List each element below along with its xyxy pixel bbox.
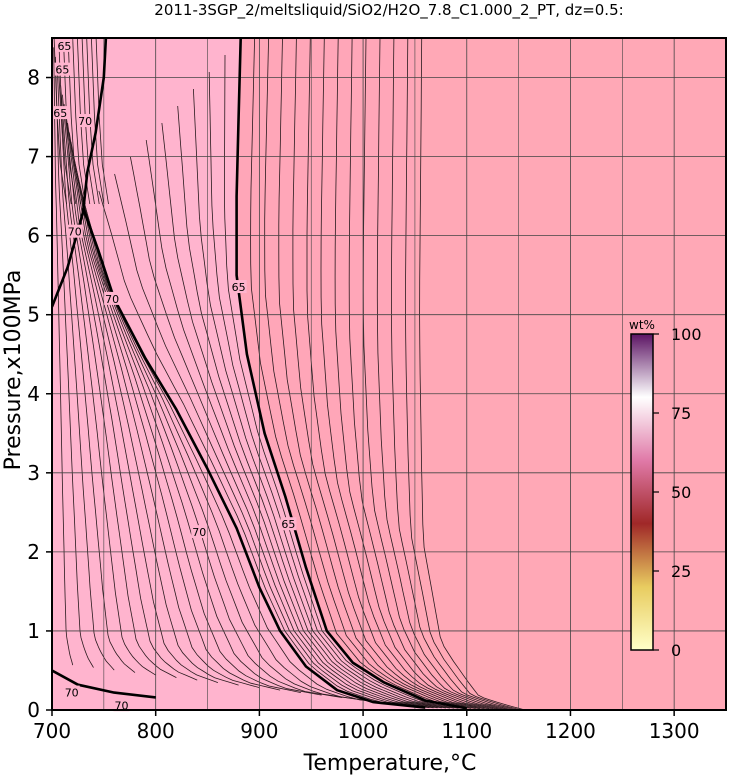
contour-label-bg [230, 280, 247, 294]
y-tick-label: 1 [27, 619, 40, 643]
minor-contour-line [67, 122, 239, 686]
y-tick-label: 2 [27, 540, 40, 564]
x-tick-label: 700 [33, 719, 71, 743]
contour-label: 70 [65, 687, 79, 700]
minor-contour-line [53, 47, 74, 666]
contour-label-bg [63, 685, 80, 699]
x-tick-label: 1200 [545, 719, 596, 743]
contour-label-bg [104, 291, 121, 305]
plot-frame [51, 37, 727, 711]
contour-label-bg [280, 517, 297, 531]
contour-label-bg [66, 224, 83, 238]
y-tick-label: 8 [27, 66, 40, 90]
minor-contour-line [114, 173, 434, 709]
minor-contour-line [390, 38, 516, 710]
minor-contour-line [60, 85, 156, 676]
contour-label: 70 [78, 115, 92, 128]
minor-contour-line [68, 132, 260, 688]
colorbar-unit: wt% [629, 318, 655, 332]
minor-contour-line [55, 56, 94, 668]
contour-label-bg [113, 698, 130, 712]
minor-contour-line [334, 38, 498, 710]
contour-label-bg [191, 525, 208, 539]
major-contour-70 [52, 669, 156, 699]
contour-label: 70 [68, 226, 82, 239]
x-axis-title: Temperature,°C [303, 751, 477, 776]
colorbar-tick-label: 75 [671, 404, 691, 423]
minor-contour-line [250, 38, 472, 709]
contour-label-bg [52, 106, 69, 120]
x-tick-label: 900 [240, 719, 278, 743]
minor-contour-line [177, 105, 451, 709]
minor-contour-line [292, 38, 485, 710]
y-axis-title: Pressure,x100MPa [1, 270, 26, 471]
minor-contour-line [376, 38, 512, 710]
contour-label: 65 [57, 40, 71, 53]
minor-contour-line [223, 54, 463, 709]
colorbar-tick-label: 100 [671, 325, 702, 344]
colorbar-tick-label: 25 [671, 562, 691, 581]
contour-label-bg [54, 62, 71, 76]
chart-title: 2011-3SGP_2/meltsliquid/SiO2/H2O_7.8_C1.… [154, 1, 623, 20]
x-tick-label: 800 [137, 719, 175, 743]
minor-contour-line [130, 156, 438, 709]
contour-label: 70 [105, 293, 119, 306]
colorbar-tick-label: 0 [671, 641, 681, 660]
contour-label: 65 [232, 281, 246, 294]
x-tick-label: 1100 [441, 719, 492, 743]
minor-contour-line [77, 179, 364, 701]
y-tick-label: 7 [27, 145, 40, 169]
colorbar-scale [630, 333, 654, 651]
minor-contour-line [58, 75, 136, 673]
minor-contour-line [320, 38, 494, 710]
minor-contour-line [75, 170, 343, 698]
y-tick-label: 4 [27, 382, 40, 406]
minor-contour-line [79, 188, 384, 703]
minor-contour-line [278, 38, 481, 710]
contour-label: 65 [281, 518, 295, 531]
minor-contour-line [208, 71, 459, 709]
minor-contour-line [419, 38, 525, 710]
minor-contour-line [98, 190, 430, 709]
contour-label: 65 [53, 107, 67, 120]
y-tick-label: 5 [27, 303, 40, 327]
y-tick-label: 6 [27, 224, 40, 248]
major-contour-65 [235, 38, 468, 710]
minor-contour-line [193, 88, 455, 709]
y-tick-label: 0 [27, 698, 40, 722]
minor-contour-line [161, 122, 447, 709]
colorbar-tick-label: 50 [671, 483, 691, 502]
minor-contour-line [72, 151, 301, 693]
y-axis-ticks: 0 1 2 3 4 5 6 7 8 [27, 66, 52, 722]
minor-contour-line [362, 38, 507, 710]
minor-contour-line [56, 66, 115, 671]
contour-label-bg [56, 38, 73, 52]
minor-contour-line [264, 38, 476, 709]
x-axis-ticks: 700 800 900 1000 1100 1200 1300 [33, 710, 700, 743]
minor-contour-line [62, 94, 177, 678]
y-tick-label: 3 [27, 461, 40, 485]
minor-contour-line [74, 160, 322, 696]
minor-contour-line [348, 38, 503, 710]
major-contour-70 [52, 38, 108, 308]
minor-contour-line [145, 139, 442, 709]
minor-contour-line [306, 38, 490, 710]
minor-contour-line [63, 104, 198, 681]
colorbar: 0 25 50 75 100 wt% [629, 318, 702, 660]
contour-label: 65 [55, 64, 69, 77]
minor-contour-line [70, 141, 281, 691]
minor-contour-line [405, 38, 521, 710]
contour-label-bg [77, 114, 94, 128]
contour-label: 70 [192, 526, 206, 539]
x-tick-label: 1300 [649, 719, 700, 743]
x-tick-label: 1000 [338, 719, 389, 743]
